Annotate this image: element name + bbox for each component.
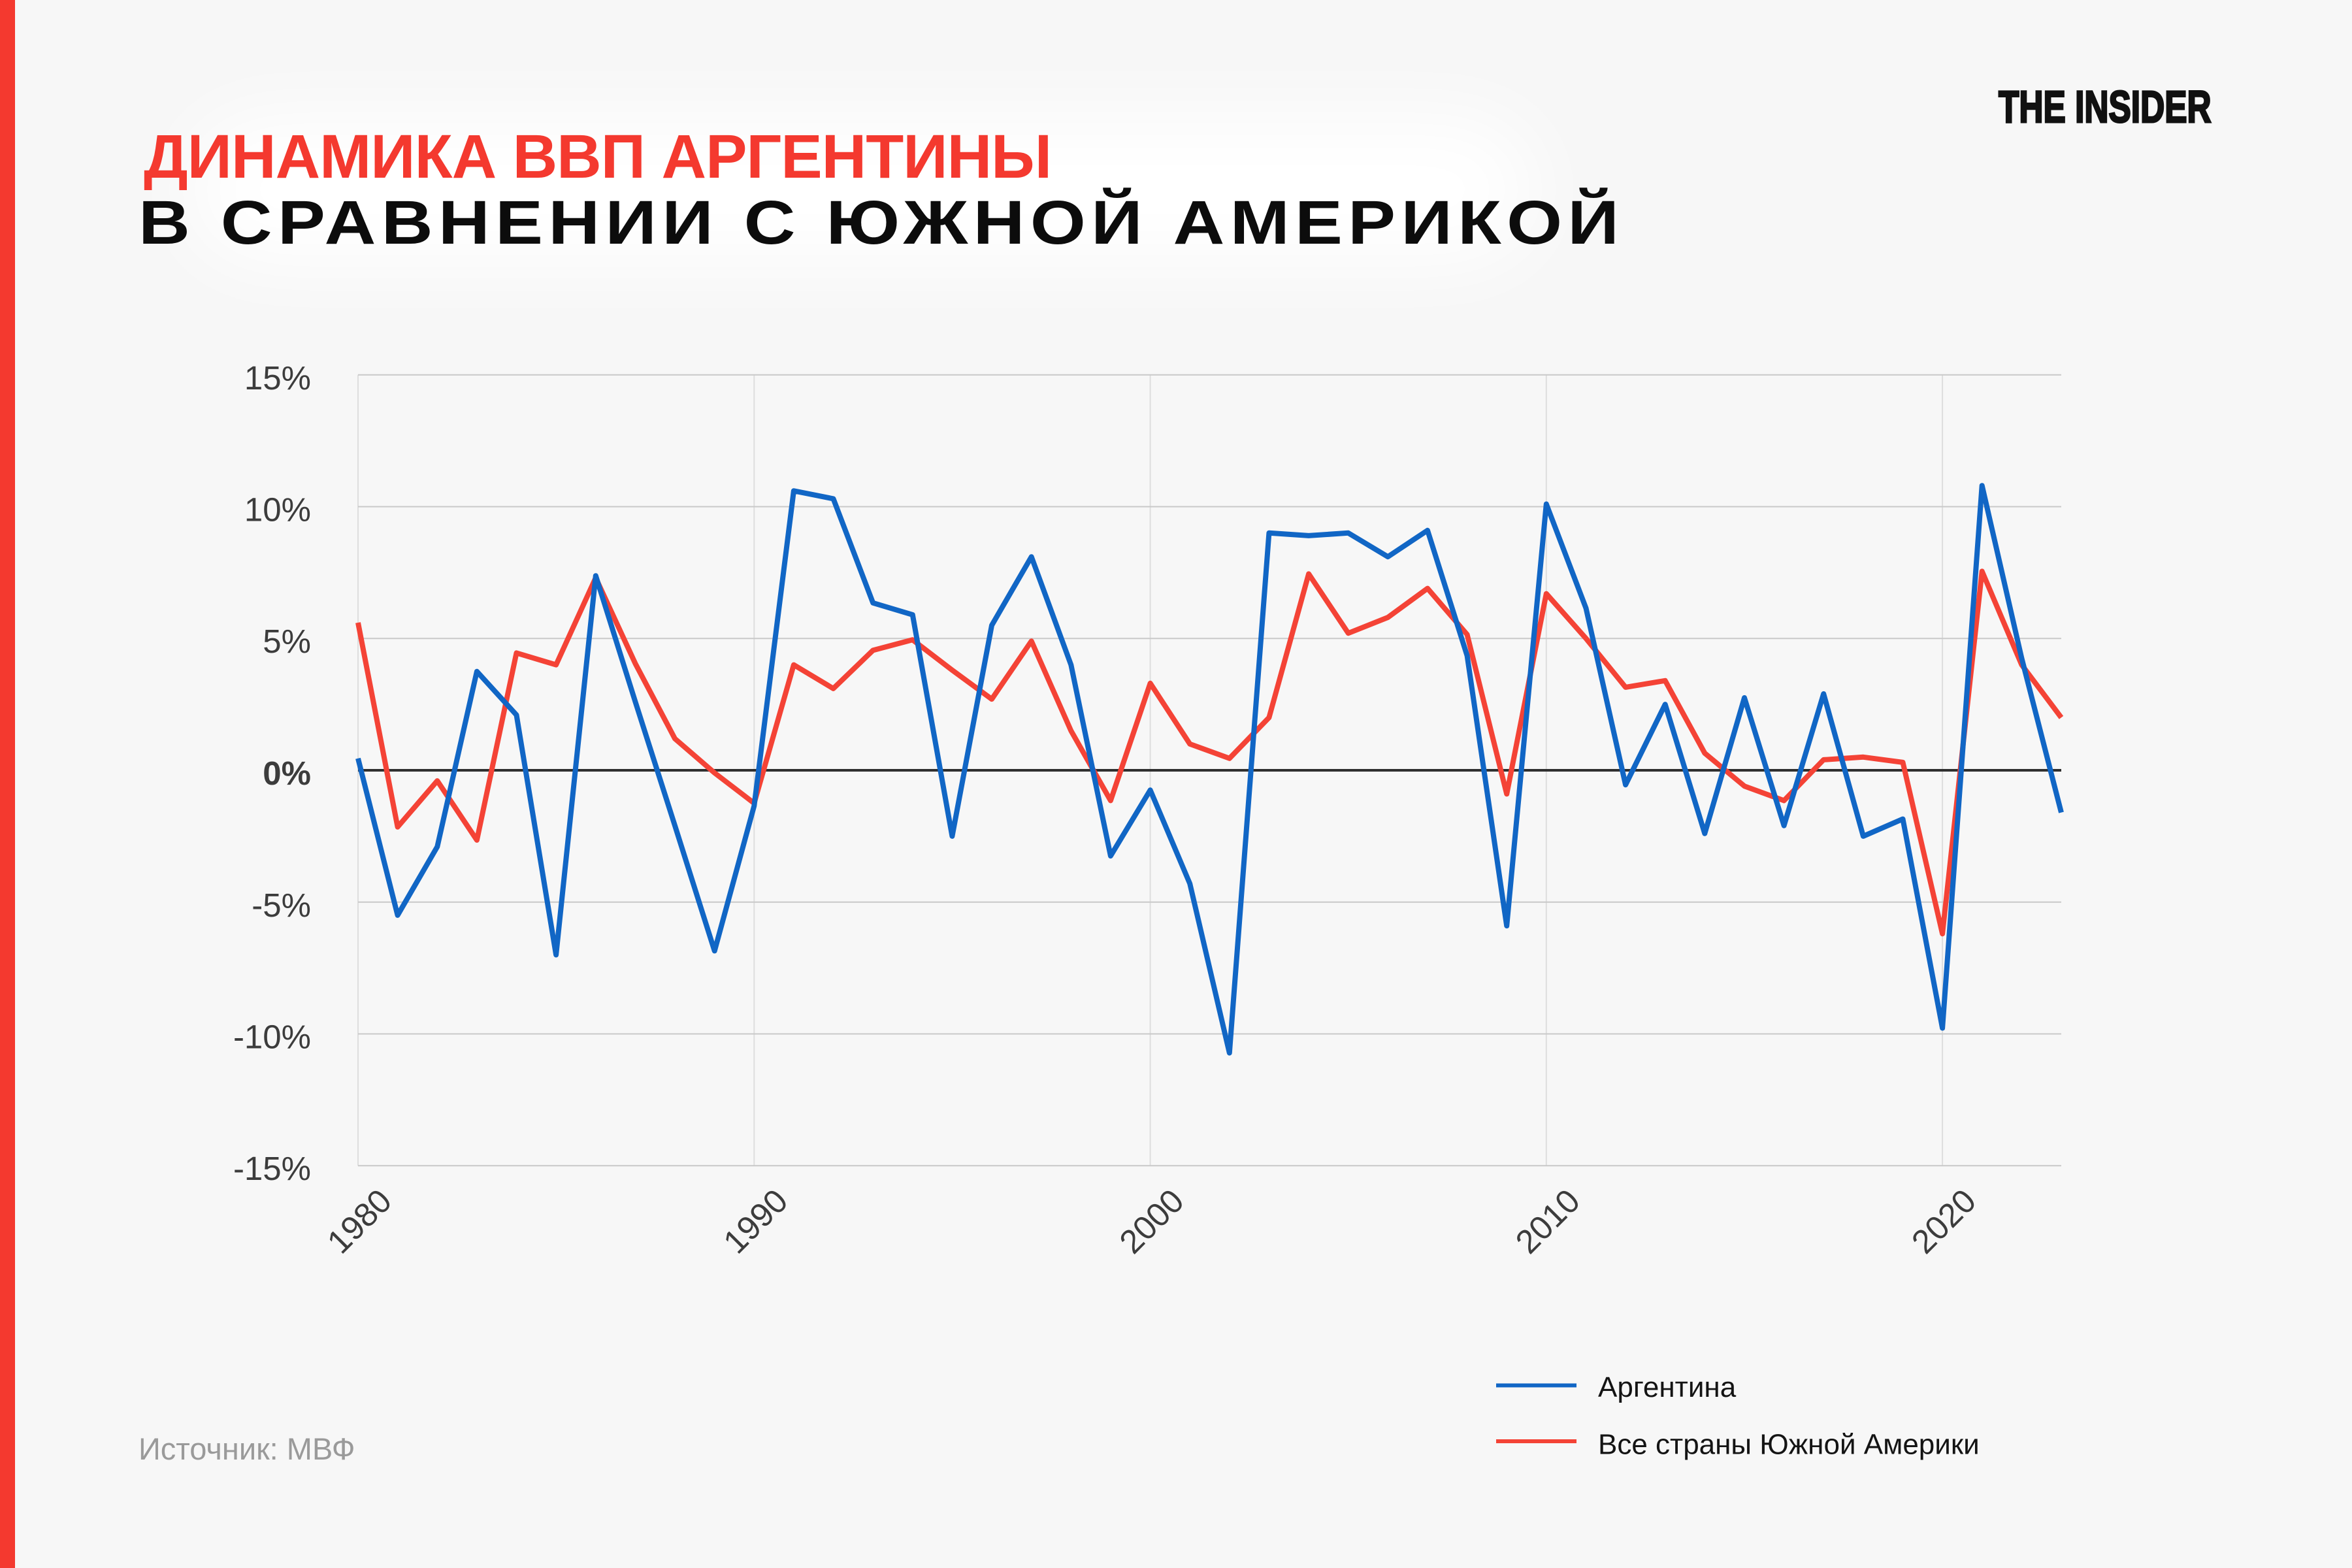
svg-text:-10%: -10% [233,1019,311,1056]
svg-text:-15%: -15% [233,1150,311,1187]
svg-text:2000: 2000 [1112,1182,1191,1261]
svg-text:2020: 2020 [1904,1182,1984,1261]
svg-text:10%: 10% [244,491,311,529]
svg-text:Источник: МВФ: Источник: МВФ [139,1431,355,1466]
svg-text:0%: 0% [263,755,311,792]
svg-text:15%: 15% [244,359,311,397]
svg-text:Аргентина: Аргентина [1598,1371,1737,1403]
svg-text:5%: 5% [263,623,311,660]
svg-text:Все страны Южной Америки: Все страны Южной Америки [1598,1429,1980,1461]
svg-text:1980: 1980 [320,1182,399,1261]
svg-text:-5%: -5% [252,887,311,924]
svg-text:1990: 1990 [716,1182,795,1261]
svg-text:2010: 2010 [1509,1182,1588,1261]
